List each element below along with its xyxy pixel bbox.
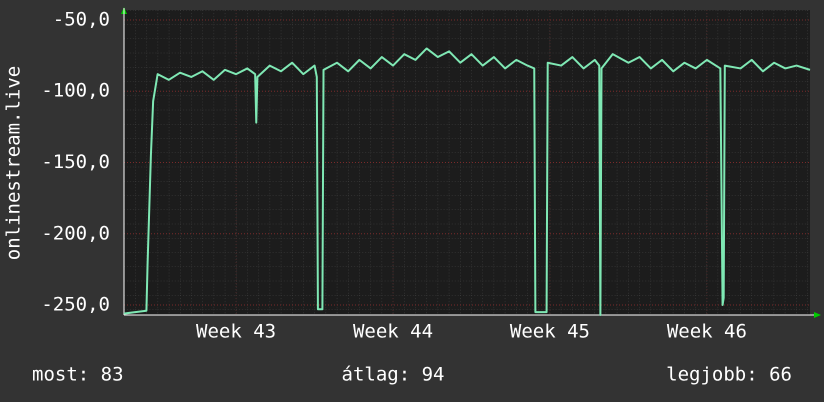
y-tick-label: -50,0 [53,8,110,30]
data-line [123,47,811,316]
x-tick-label: Week 44 [353,321,433,343]
y-axis-label: onlinestream.live [3,66,25,260]
stat-label: most: 83 [32,364,124,386]
y-tick-label: -100,0 [41,80,110,102]
x-tick-label: Week 43 [196,321,276,343]
y-tick-label: -250,0 [41,294,110,316]
stat-label: átlag: 94 [342,364,445,386]
stat-label: legjobb: 66 [666,364,792,386]
axis-arrow [814,312,821,318]
y-tick-label: -150,0 [41,151,110,173]
x-tick-label: Week 45 [510,321,590,343]
y-tick-label: -200,0 [41,222,110,244]
x-tick-label: Week 46 [667,321,747,343]
